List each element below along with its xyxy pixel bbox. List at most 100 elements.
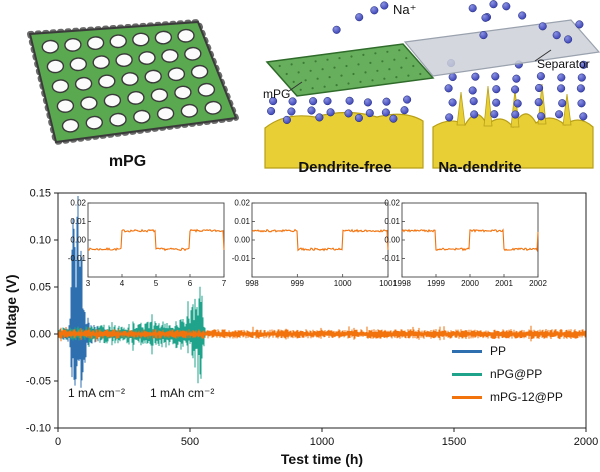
na-ion (267, 107, 276, 116)
inset-y-tick: 0.02 (70, 199, 86, 208)
mpg-layer (265, 43, 435, 97)
x-tick-label: 1500 (442, 436, 466, 448)
mpg-pore (150, 88, 169, 103)
na-ion (448, 98, 457, 107)
na-ion (471, 72, 480, 81)
na-ion (502, 2, 511, 11)
inset-y-tick: 0.00 (234, 236, 250, 245)
mpg-pore (86, 36, 105, 51)
na-ion (511, 85, 520, 94)
na-ion (344, 109, 353, 118)
y-axis-title: Voltage (V) (3, 274, 19, 346)
legend-item-npg: nPG@PP (452, 365, 563, 383)
dendrite-spike (510, 89, 520, 128)
mpg-pore (167, 67, 186, 82)
mpg-pore (127, 90, 145, 105)
na-ion (315, 113, 324, 122)
inset-chart-1: 0.02 0.01 0.00 -0.01 3 4 5 6 7 (68, 199, 227, 288)
inset-x-tick: 7 (222, 279, 227, 288)
na-ion (468, 86, 477, 95)
inset-voltage-trace (251, 228, 389, 252)
na-ion (332, 25, 341, 34)
na-ion (479, 31, 488, 40)
inset-x-tick: 2000 (461, 279, 479, 288)
y-tick-label: 0.10 (30, 235, 51, 247)
dendrite-spike (483, 85, 493, 127)
na-ion (534, 98, 543, 107)
na-ion-label: Na⁺ (393, 2, 417, 17)
legend-item-pp: PP (452, 342, 563, 360)
y-tick-label: -0.10 (26, 423, 51, 435)
inset-x-tick: 5 (154, 279, 159, 288)
na-ion (307, 106, 316, 115)
x-tick-label: 500 (181, 436, 199, 448)
mpg-pore (161, 48, 179, 63)
cell-schematic-illustration (264, 0, 600, 169)
na-ion (518, 11, 527, 20)
na-ion (537, 112, 546, 121)
inset-chart-3: 0.02 0.01 0.00 -0.01 1998 1999 2000 2001 2002 (382, 199, 548, 288)
na-ion (538, 22, 547, 31)
chart-legend: PP nPG@PP mPG-12@PP (452, 342, 563, 406)
na-ion (557, 84, 566, 93)
na-ion (557, 73, 566, 82)
na-ion (579, 60, 588, 69)
inset-x-tick: 2001 (495, 279, 513, 288)
na-ion (323, 97, 332, 106)
voltage-chart-svg: 0.15 0.10 0.05 0.00 -0.05 -0.10 0 500 1000 1500 20… (3, 188, 598, 468)
mpg-pore (61, 118, 80, 133)
na-ion (492, 85, 501, 94)
legend-line-pp (452, 349, 482, 353)
na-ion (287, 107, 296, 116)
mpg-pore (103, 93, 122, 108)
x-tick-label: 2000 (574, 436, 598, 448)
inset-x-tick: 1998 (393, 279, 411, 288)
na-ion (363, 98, 372, 107)
inset-chart-2: 0.02 0.01 0.00 -0.01 998 999 1000 1001 (232, 199, 398, 288)
separator-label: Separator (537, 57, 590, 71)
na-ion (468, 4, 477, 13)
inset-x-tick: 4 (120, 279, 125, 288)
mpg-layer-label: mPG (263, 87, 291, 101)
legend-item-mpg: mPG-12@PP (452, 388, 563, 406)
mpg-pointer (288, 81, 303, 92)
na-ion (382, 97, 391, 106)
y-tick-label: 0.15 (30, 188, 51, 200)
na-ion (577, 73, 586, 82)
na-ion (381, 108, 390, 117)
ions-left (267, 95, 412, 124)
mpg-pore (85, 115, 103, 130)
inset-y-tick: 0.02 (384, 199, 400, 208)
inset-x-tick: 1000 (334, 279, 352, 288)
na-ion (354, 113, 363, 123)
mpg-sheet (26, 18, 241, 146)
na-ion (576, 84, 585, 93)
mpg-caption: mPG (108, 153, 147, 170)
inset-x-tick: 2002 (529, 279, 547, 288)
mpg-pore (64, 37, 82, 52)
dendrite-spike (456, 91, 466, 126)
na-ion (491, 72, 500, 81)
na-ion (445, 113, 454, 122)
legend-label-mpg: mPG-12@PP (490, 390, 563, 404)
legend-label-pp: PP (490, 344, 507, 358)
mpg-pore (74, 76, 93, 91)
x-tick-label: 1000 (310, 436, 334, 448)
na-ion (444, 84, 453, 93)
mpg-pore (41, 39, 59, 54)
inset-y-tick: 0.01 (384, 217, 400, 226)
mpg-pore (133, 109, 151, 124)
mpg-sheet-illustration (26, 18, 241, 146)
sodium-surfaces (264, 83, 594, 169)
legend-line-mpg (452, 395, 482, 399)
mpg-pore (115, 53, 133, 68)
inset-y-tick: 0.01 (70, 217, 86, 226)
na-ion (469, 97, 478, 106)
mpg-pore (80, 96, 98, 111)
na-ion (555, 110, 564, 119)
mpg-pore (184, 46, 202, 61)
mpg-pore (180, 103, 199, 118)
mpg-pore (138, 51, 156, 65)
mpg-sheet-panel: mPG (0, 0, 255, 185)
